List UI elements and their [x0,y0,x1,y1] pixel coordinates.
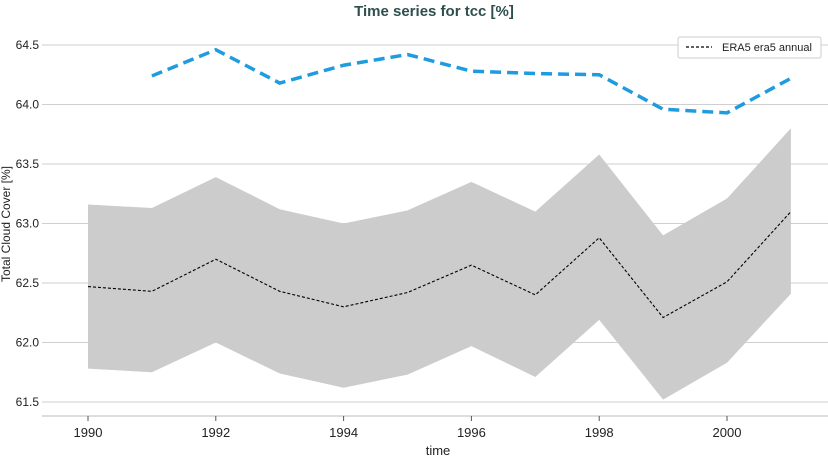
legend: ERA5 era5 annual [677,36,822,59]
y-tick-label: 64.0 [16,98,40,112]
y-tick-label: 62.0 [16,336,40,350]
x-axis-label: time [426,443,451,457]
x-tick-label: 1992 [201,425,230,440]
x-tick-label: 1996 [457,425,486,440]
x-tick-label: 1990 [74,425,103,440]
axes: 61.5 62.0 62.5 63.0 63.5 64.0 64.5 1990 1992 1994… [16,38,828,440]
y-tick-label: 64.5 [16,38,40,52]
y-tick-label: 62.5 [16,276,40,290]
legend-box [677,36,822,59]
chart-title: Time series for tcc [%] [354,3,514,20]
y-tick-label: 63.0 [16,217,40,231]
legend-label: ERA5 era5 annual [722,42,812,54]
blue-dashed-line [151,47,792,115]
band-area [88,128,791,400]
x-tick-label: 2000 [713,425,742,440]
y-axis-label: Total Cloud Cover [%] [0,166,13,282]
y-tick-label: 61.5 [16,395,40,409]
y-tick-label: 63.5 [16,157,40,171]
x-tick-label: 1998 [585,425,614,440]
x-tick-label: 1994 [329,425,358,440]
uncertainty-band [88,128,791,400]
